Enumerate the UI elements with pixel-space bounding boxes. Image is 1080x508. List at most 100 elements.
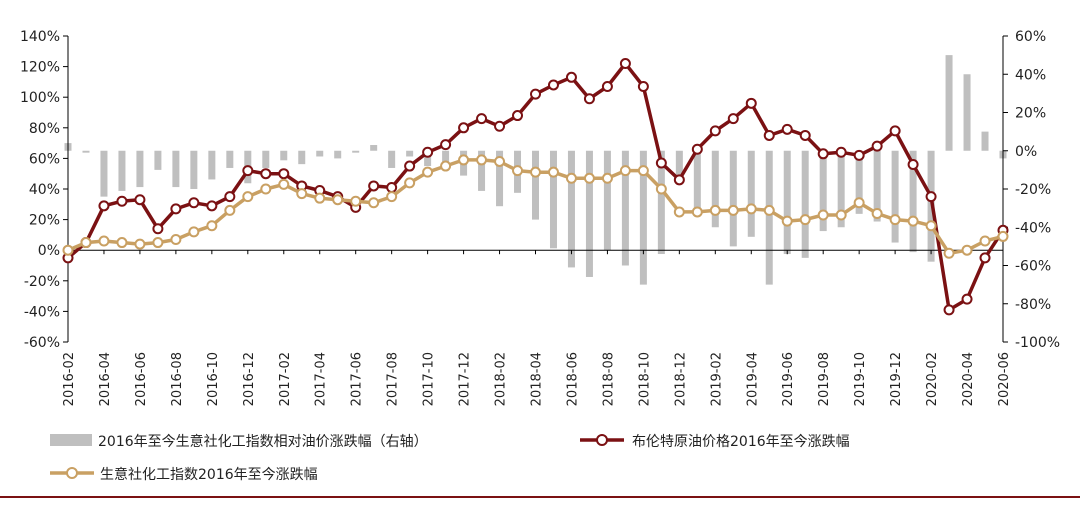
point-series-2-2018-09 — [619, 165, 631, 177]
point-series-2-2018-02 — [494, 155, 506, 167]
left-tick-label: 0% — [38, 243, 60, 259]
point-series-2-2019-10 — [853, 197, 865, 209]
point-series-1-2016-06 — [134, 194, 146, 206]
bar-2019-10 — [855, 150, 863, 214]
point-series-2-2018-03 — [512, 165, 524, 177]
point-series-1-2016-04 — [98, 200, 110, 212]
point-series-1-2018-12 — [673, 174, 685, 186]
point-series-2-2019-11 — [871, 207, 883, 219]
x-tick-label: 2018-04 — [530, 352, 545, 406]
bar-2016-07 — [154, 150, 162, 170]
bar-2018-06 — [567, 150, 575, 268]
point-series-1-2019-07 — [799, 129, 811, 141]
point-series-1-2016-11 — [224, 191, 236, 203]
bar-2017-03 — [298, 150, 306, 165]
point-series-2-2019-06 — [781, 215, 793, 227]
point-series-2-2018-08 — [601, 172, 613, 184]
point-series-1-2016-05 — [116, 195, 128, 207]
point-series-2-2018-07 — [583, 172, 595, 184]
point-series-1-2020-04 — [961, 293, 973, 305]
point-series-2-2017-06 — [350, 195, 362, 207]
x-tick-label: 2020-06 — [997, 352, 1012, 406]
left-tick-label: 140% — [20, 29, 60, 45]
point-series-1-2016-10 — [206, 200, 218, 212]
point-series-1-2017-12 — [458, 122, 470, 134]
point-series-2-2017-05 — [332, 194, 344, 206]
point-series-1-2016-08 — [170, 203, 182, 215]
point-series-1-2018-09 — [619, 58, 631, 70]
bar-2018-08 — [603, 150, 611, 251]
x-tick-label: 2018-10 — [637, 352, 652, 406]
point-series-2-2017-04 — [314, 192, 326, 204]
left-tick-label: -40% — [24, 304, 60, 320]
point-series-2-2016-11 — [224, 204, 236, 216]
bar-2018-01 — [478, 150, 486, 191]
point-series-1-2019-06 — [781, 123, 793, 135]
point-series-1-2016-12 — [242, 165, 254, 177]
bar-2019-12 — [891, 150, 899, 243]
point-series-2-2016-09 — [188, 226, 200, 238]
left-tick-label: -60% — [24, 335, 60, 351]
point-series-1-2016-07 — [152, 223, 164, 235]
point-series-2-2016-04 — [98, 235, 110, 247]
point-series-2-2019-02 — [709, 204, 721, 216]
point-series-1-2017-09 — [404, 160, 416, 172]
left-tick-label: -20% — [24, 274, 60, 290]
point-series-2-2020-06 — [997, 230, 1009, 242]
bar-2017-01 — [262, 150, 270, 168]
point-series-2-2020-01 — [907, 215, 919, 227]
bar-2017-11 — [442, 150, 450, 168]
left-tick-label: 80% — [29, 121, 60, 137]
left-tick-label: 100% — [20, 90, 60, 106]
point-series-2-2017-10 — [422, 166, 434, 178]
bar-2018-02 — [496, 150, 504, 207]
point-series-2-2018-01 — [476, 154, 488, 166]
point-series-2-2017-11 — [440, 160, 452, 172]
bar-2019-11 — [873, 150, 881, 222]
point-series-1-2019-09 — [835, 146, 847, 158]
point-series-2-2017-07 — [368, 197, 380, 209]
bar-2016-10 — [208, 150, 216, 180]
point-series-1-2017-07 — [368, 180, 380, 192]
x-tick-label: 2017-10 — [422, 352, 437, 406]
bar-2019-03 — [729, 150, 737, 247]
point-series-1-2019-01 — [691, 143, 703, 155]
right-tick-label: -80% — [1015, 297, 1051, 313]
point-series-2-2016-03 — [80, 237, 92, 249]
right-tick-label: 40% — [1015, 67, 1046, 83]
point-series-2-2018-05 — [547, 166, 559, 178]
point-series-1-2020-01 — [907, 159, 919, 171]
bar-2016-08 — [172, 150, 180, 188]
bar-2018-05 — [549, 150, 557, 249]
x-tick-label: 2016-10 — [206, 352, 221, 406]
point-series-1-2020-02 — [925, 191, 937, 203]
point-series-2-2018-06 — [565, 172, 577, 184]
right-tick-label: -20% — [1015, 182, 1051, 198]
point-series-1-2018-01 — [476, 113, 488, 125]
x-tick-label: 2017-12 — [458, 352, 473, 406]
x-tick-label: 2020-02 — [925, 352, 940, 406]
point-series-1-2017-02 — [278, 168, 290, 180]
point-series-2-2020-05 — [979, 235, 991, 247]
legend-line1-marker — [596, 434, 608, 446]
x-tick-label: 2017-02 — [278, 352, 293, 406]
point-series-1-2018-06 — [565, 71, 577, 83]
point-series-2-2016-10 — [206, 220, 218, 232]
bar-2019-09 — [837, 150, 845, 228]
bar-2017-07 — [370, 145, 378, 151]
point-series-1-2020-03 — [943, 304, 955, 316]
x-tick-label: 2019-12 — [889, 352, 904, 406]
x-tick-label: 2016-06 — [134, 352, 149, 406]
x-tick-label: 2018-06 — [565, 352, 580, 406]
right-tick-label: 0% — [1015, 144, 1037, 160]
point-series-1-2018-11 — [655, 157, 667, 169]
point-series-1-2019-04 — [745, 97, 757, 109]
point-series-2-2017-09 — [404, 177, 416, 189]
point-series-1-2018-04 — [530, 88, 541, 100]
bar-2017-02 — [280, 150, 288, 161]
legend-line2-marker — [66, 467, 78, 479]
point-series-2-2019-07 — [799, 214, 811, 226]
point-series-1-2019-10 — [853, 149, 865, 161]
point-series-1-2018-10 — [637, 80, 649, 92]
